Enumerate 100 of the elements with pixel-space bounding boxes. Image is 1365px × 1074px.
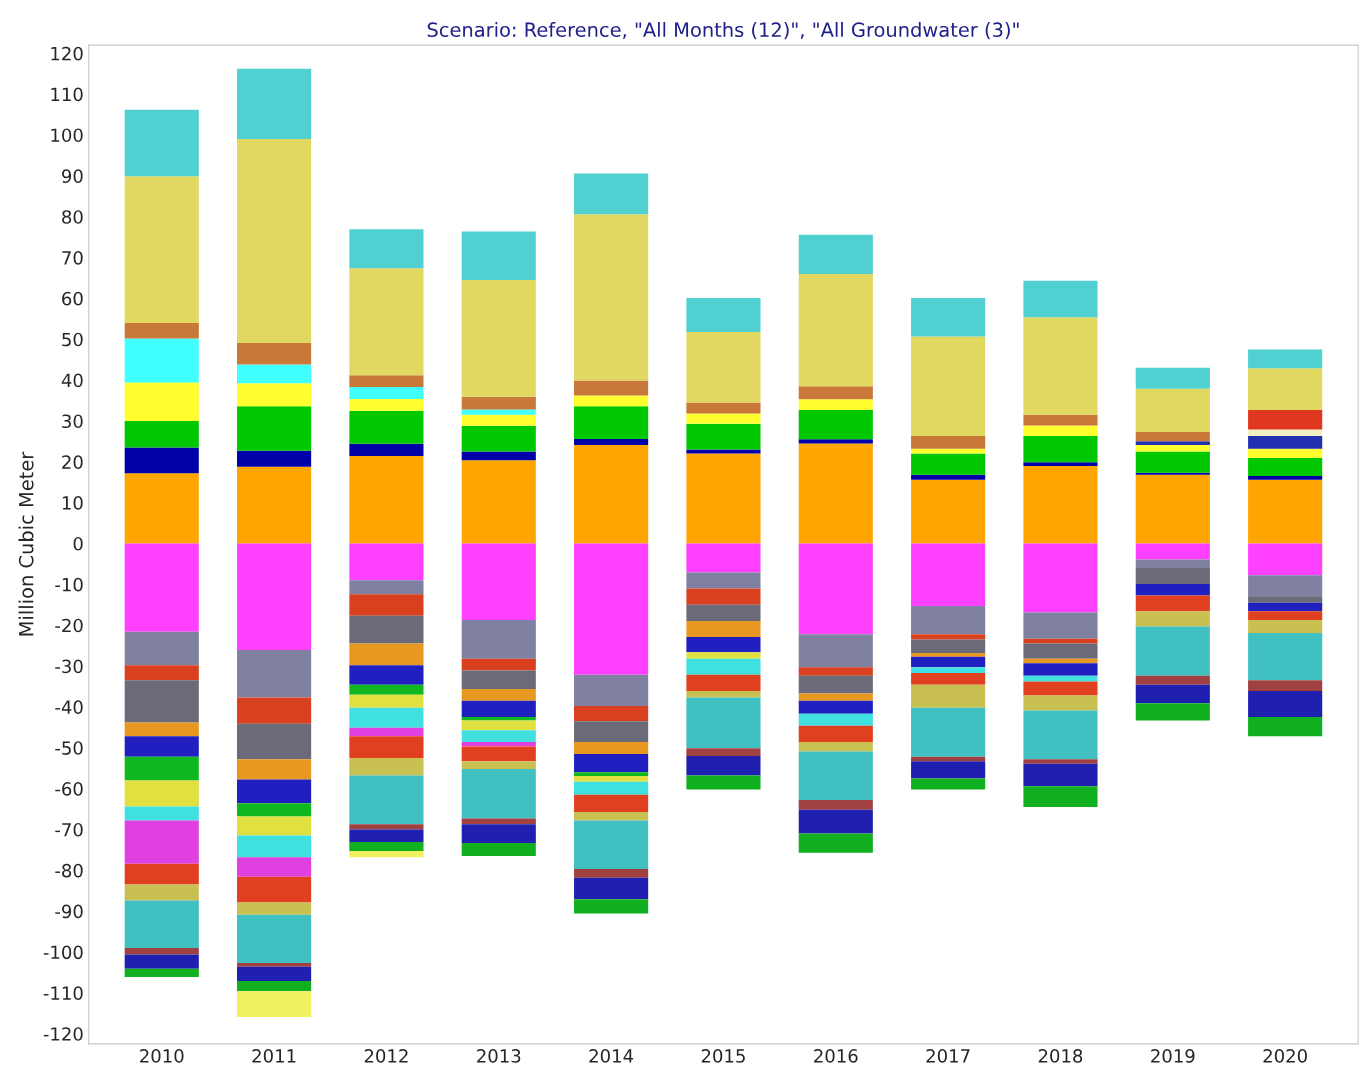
bar [1023,425,1098,437]
y-tick-label: -10 [55,577,83,592]
bar [1135,568,1210,584]
bar [911,778,986,790]
y-tick-label: -90 [55,904,83,919]
x-tick-label: 2013 [477,1049,521,1063]
bar [124,863,199,885]
bar [124,322,199,339]
bar [237,543,312,651]
bar [686,331,761,403]
bar [461,730,536,743]
bar [349,707,424,728]
bar [1135,474,1210,544]
bar [1023,763,1098,787]
bar [911,656,986,668]
bar [1023,414,1098,426]
bar [798,725,873,743]
y-tick-label: 50 [62,332,83,347]
bar [1248,717,1323,737]
bar [1248,409,1323,430]
bar [237,963,312,967]
bar [124,900,199,948]
bar [798,399,873,410]
bar [237,139,312,343]
bar [574,438,649,446]
bar [237,779,312,804]
bar [237,342,312,365]
bar [1248,611,1323,620]
bar [237,966,312,982]
bar [1023,643,1098,659]
y-tick-label: 80 [62,210,83,224]
bar [349,594,424,616]
bar [798,809,873,834]
bar [124,736,199,757]
bar [349,694,424,708]
bar [574,706,649,722]
y-tick-label: -60 [55,782,83,796]
bar [574,380,649,396]
bar [1248,602,1323,612]
bar [461,761,536,769]
bar [574,794,649,812]
bar [798,800,873,810]
bar [1023,612,1098,639]
bar [461,280,536,397]
bar [1248,690,1323,718]
bar [911,543,986,606]
bar [124,447,199,474]
bar [574,214,649,381]
bar [1248,458,1323,477]
x-tick-label: 2015 [701,1049,745,1063]
bar [1023,695,1098,711]
bar [1135,675,1210,685]
bar [1023,681,1098,696]
bar [574,742,649,754]
bar [686,588,761,605]
bar [237,803,312,817]
x-tick-label: 2019 [1151,1049,1195,1063]
bar [1135,583,1210,596]
bar [349,268,424,376]
bar [798,543,873,635]
bar [686,449,761,454]
bar [1023,675,1098,682]
bar [1248,596,1323,603]
bar [124,420,199,448]
bar [911,673,986,685]
y-tick-label: -80 [55,863,83,878]
bar [1135,611,1210,627]
bar [237,991,312,1017]
chart-title: Scenario: Reference, "All Months (12)", "All Groundwater (3)" [427,22,1019,40]
bar [798,742,873,752]
x-tick-label: 2011 [252,1049,296,1063]
bar [349,775,424,825]
bar [911,707,986,757]
bar [349,615,424,644]
bar [461,700,536,718]
bar [574,869,649,878]
bar [461,451,536,461]
bar [237,902,312,915]
bar [124,473,199,544]
bar [349,851,424,858]
bar [349,824,424,830]
bar [1135,367,1210,389]
bar [686,453,761,544]
y-tick-label: 70 [62,251,83,265]
bar [798,443,873,544]
y-tick-label: 120 [51,46,83,61]
bar [461,818,536,825]
bar [349,387,424,399]
bar [574,775,649,782]
x-tick-label: 2017 [926,1049,970,1063]
bar [1135,559,1210,569]
bar [124,680,199,723]
bar [1248,575,1323,597]
bar [1023,638,1098,644]
bar [237,406,312,451]
bar [686,674,761,691]
bar [686,658,761,675]
bar [349,410,424,444]
bar [1135,472,1210,475]
bar [461,409,536,415]
